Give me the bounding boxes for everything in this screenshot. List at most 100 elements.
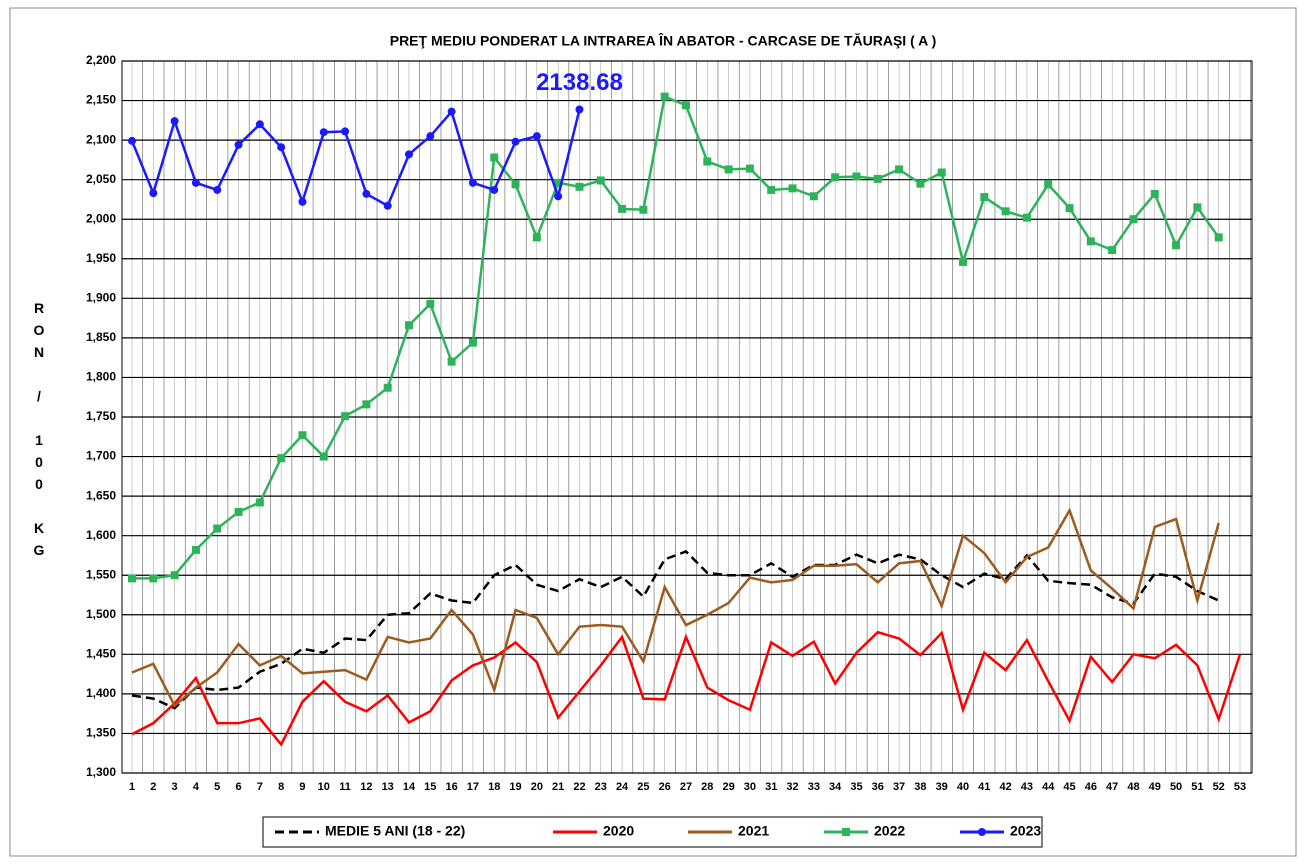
point-marker — [468, 338, 477, 347]
x-tick-label: 17 — [467, 781, 479, 793]
y-tick-label: 1,550 — [86, 567, 116, 581]
legend-label: 2023 — [1010, 823, 1041, 839]
point-marker — [959, 257, 967, 266]
point-marker — [319, 452, 328, 461]
x-tick-label: 23 — [595, 781, 607, 793]
x-tick-label: 22 — [573, 781, 585, 793]
x-tick-label: 10 — [318, 781, 330, 793]
x-tick-label: 42 — [999, 781, 1011, 793]
point-marker — [980, 193, 989, 202]
point-marker — [554, 178, 563, 187]
y-tick-label: 1,650 — [86, 488, 116, 502]
point-marker — [575, 182, 584, 191]
series-line — [132, 94, 1220, 580]
y-tick-label: 1,900 — [86, 291, 116, 305]
legend-label: 2022 — [874, 823, 905, 839]
point-marker — [554, 192, 563, 201]
point-marker — [234, 140, 243, 149]
x-tick-label: 15 — [424, 781, 436, 793]
point-marker — [405, 150, 413, 159]
annotation: 2138.68 — [536, 69, 623, 96]
legend-marker — [978, 828, 986, 836]
point-marker — [170, 117, 179, 126]
x-tick-label: 37 — [893, 781, 905, 793]
point-marker — [298, 431, 307, 440]
x-tick-label: 3 — [172, 781, 178, 793]
x-tick-label: 11 — [339, 781, 351, 793]
y-tick-label: 2,100 — [86, 132, 116, 146]
point-marker — [191, 545, 200, 554]
legend-label: 2020 — [603, 823, 634, 839]
x-tick-label: 41 — [978, 781, 990, 793]
point-marker — [511, 180, 520, 189]
point-marker — [895, 165, 904, 174]
x-tick-label: 12 — [360, 781, 372, 793]
x-tick-label: 28 — [701, 781, 713, 793]
point-marker — [468, 178, 477, 187]
point-marker — [1086, 237, 1095, 246]
point-marker — [1150, 189, 1159, 198]
point-marker — [1193, 203, 1202, 212]
point-marker — [362, 400, 371, 409]
x-tick-label: 39 — [936, 781, 948, 793]
x-tick-label: 44 — [1042, 781, 1055, 793]
point-marker — [831, 173, 840, 182]
point-marker — [1022, 213, 1031, 222]
x-tick-label: 5 — [214, 781, 220, 793]
y-tick-label: 1,750 — [86, 409, 116, 423]
point-marker — [149, 574, 158, 583]
point-marker — [1172, 241, 1181, 250]
point-marker — [298, 197, 307, 206]
series-line — [131, 550, 1220, 710]
x-tick-label: 14 — [403, 781, 416, 793]
point-marker — [873, 174, 882, 183]
x-tick-label: 6 — [235, 781, 241, 793]
x-tick-label: 43 — [1021, 781, 1033, 793]
y-tick-label: 2,200 — [86, 53, 116, 67]
point-marker — [213, 185, 222, 194]
y-tick-label: 1,700 — [86, 449, 116, 463]
point-marker — [1214, 233, 1223, 242]
point-marker — [319, 128, 328, 137]
x-tick-label: 53 — [1234, 781, 1246, 793]
point-marker — [639, 205, 648, 214]
point-marker — [682, 101, 690, 110]
x-tick-label: 47 — [1106, 781, 1118, 793]
point-marker — [767, 185, 776, 194]
point-marker — [490, 153, 499, 162]
point-marker — [405, 321, 413, 330]
series-line — [130, 109, 581, 208]
point-marker — [788, 184, 797, 193]
point-marker — [1044, 180, 1053, 189]
point-marker — [255, 498, 264, 507]
x-tick-label: 4 — [193, 781, 200, 793]
x-tick-label: 38 — [914, 781, 926, 793]
point-marker — [916, 179, 925, 188]
point-marker — [937, 168, 946, 177]
x-tick-label: 40 — [957, 781, 969, 793]
x-tick-label: 46 — [1085, 781, 1097, 793]
point-marker — [128, 136, 136, 145]
point-marker — [724, 165, 733, 174]
point-marker — [383, 201, 392, 210]
point-marker — [1065, 204, 1074, 213]
point-marker — [532, 233, 541, 242]
series-line — [131, 630, 1242, 747]
x-tick-label: 35 — [850, 781, 862, 793]
x-tick-label: 52 — [1213, 781, 1225, 793]
x-tick-label: 27 — [680, 781, 692, 793]
point-marker — [213, 524, 222, 533]
x-tick-label: 33 — [808, 781, 820, 793]
x-tick-label: 24 — [616, 781, 629, 793]
x-tick-label: 9 — [299, 781, 305, 793]
point-marker — [809, 192, 818, 201]
point-marker — [191, 178, 200, 187]
point-marker — [745, 164, 754, 173]
y-tick-label: 1,500 — [86, 607, 116, 621]
point-marker — [532, 132, 541, 141]
x-tick-label: 16 — [445, 781, 457, 793]
x-tick-label: 49 — [1149, 781, 1161, 793]
x-tick-label: 31 — [765, 781, 777, 793]
x-tick-label: 36 — [872, 781, 884, 793]
